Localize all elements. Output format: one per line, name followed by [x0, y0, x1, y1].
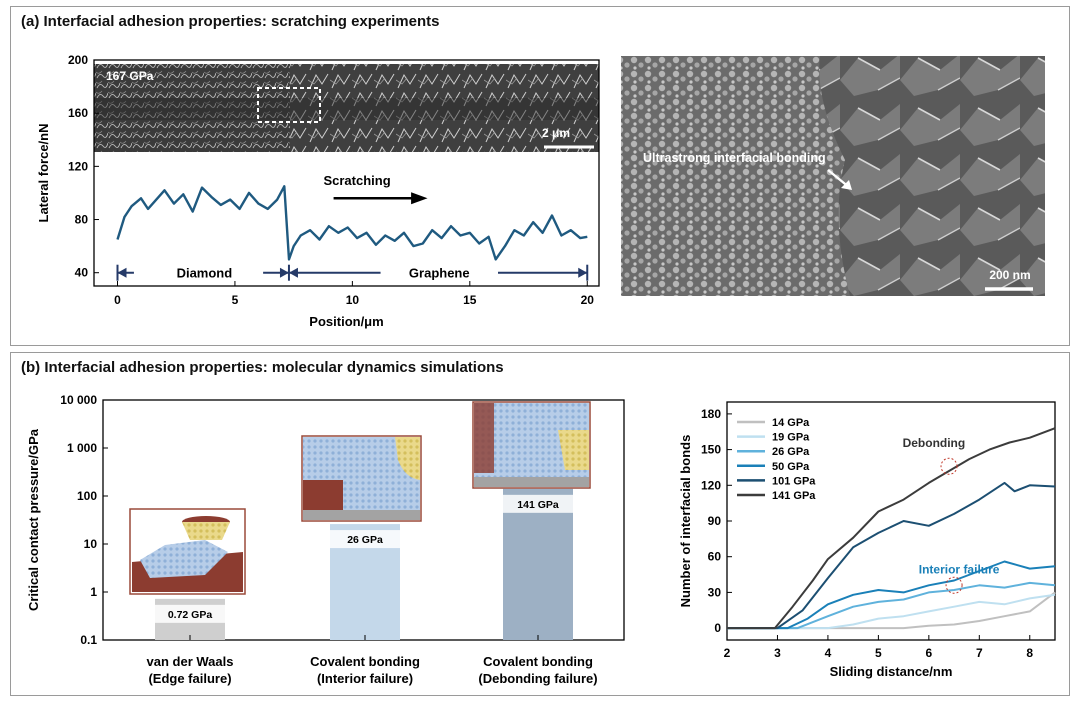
x-tick-label: 0 [114, 293, 121, 307]
sem-annotation: Ultrastrong interfacial bonding [643, 151, 826, 165]
graphene-arrow-head [578, 267, 588, 278]
micrograph-scale-label: 2 μm [542, 126, 570, 140]
y-tick-label: 80 [75, 213, 89, 227]
scratching-label: Scratching [323, 173, 390, 188]
sem-image: Ultrastrong interfacial bonding 200 nm [621, 56, 1045, 296]
region-label-diamond: Diamond [177, 266, 233, 281]
micrograph-pressure-label: 167 GPa [106, 69, 154, 83]
x-tick-label: 10 [346, 293, 360, 307]
selection-box [257, 87, 321, 123]
plot-frame [93, 59, 600, 287]
y-tick-label: 40 [75, 266, 89, 280]
y-tick-label: 120 [68, 159, 88, 173]
panel-b: (b) Interfacial adhesion properties: mol… [10, 352, 1070, 696]
force-series-line [116, 185, 588, 261]
panel-a-title: (a) Interfacial adhesion properties: scr… [21, 13, 440, 30]
sem-scale-label: 200 nm [989, 268, 1030, 282]
scratch-micrograph: 167 GPa 2 μm [94, 64, 599, 152]
y-axis-label: Lateral force/nN [36, 124, 51, 223]
y-tick-label: 200 [68, 53, 88, 67]
x-tick-label: 15 [463, 293, 477, 307]
region-label-graphene: Graphene [409, 266, 470, 281]
x-tick-label: 5 [232, 293, 239, 307]
diamond-arrow-head [279, 267, 289, 278]
diamond-arrow-head [117, 267, 127, 278]
graphene-arrow-head [288, 267, 298, 278]
scratching-arrow-head [411, 192, 428, 205]
panel-b-title: (b) Interfacial adhesion properties: mol… [21, 359, 504, 376]
x-axis-label: Position/μm [309, 314, 383, 329]
y-tick-label: 160 [68, 106, 88, 120]
x-tick-label: 20 [581, 293, 595, 307]
